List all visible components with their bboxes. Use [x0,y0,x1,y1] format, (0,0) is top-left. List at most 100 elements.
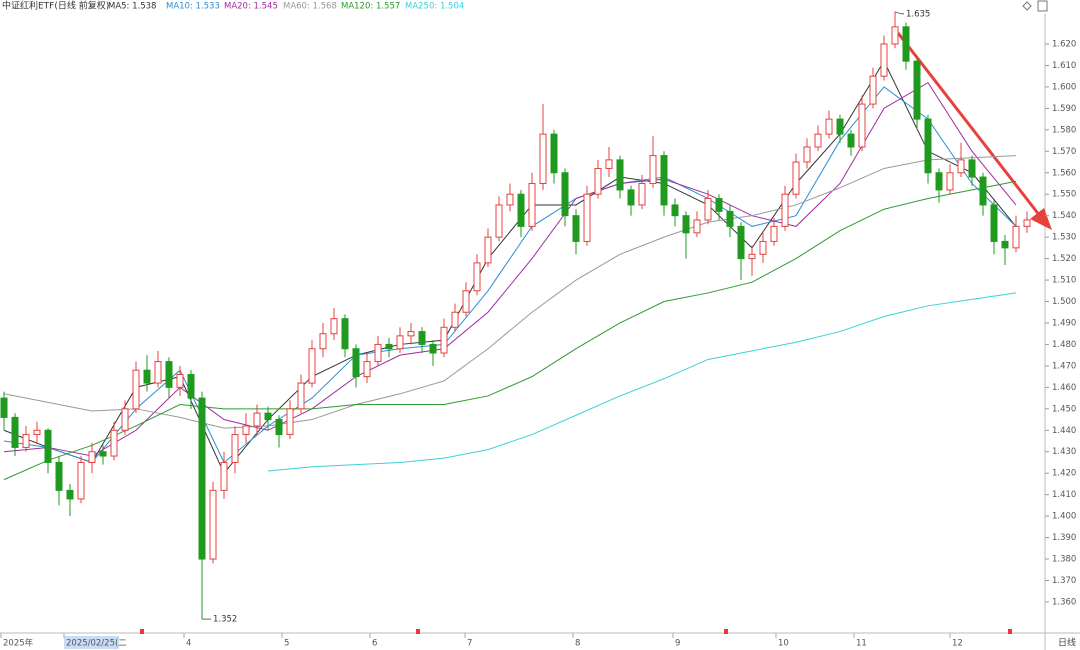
y-tick-label: 1.600 [1052,82,1076,92]
candle-body [132,369,140,410]
x-tick-label: 10 [778,639,789,649]
ma-lines [3,60,1017,481]
candle-body [165,361,173,388]
y-tick-label: 1.490 [1052,318,1076,328]
candle-body [869,75,877,105]
candle-body [363,361,371,378]
candle-body [88,451,96,463]
window-icon[interactable] [1037,0,1048,12]
candle-body [198,397,206,560]
candle-body [77,461,85,500]
legend-entry: MA60: 1.568 [283,2,337,12]
candle-body [583,193,591,242]
candle-body [231,434,239,463]
legend-entry: MA10: 1.533 [166,2,220,12]
candle-body [528,182,536,227]
candle-body [22,434,30,448]
toolbar[interactable] [1022,0,1048,12]
candle-body [110,429,118,457]
y-tick-label: 1.500 [1052,297,1076,307]
candle-body [385,343,393,350]
y-tick-label: 1.360 [1052,597,1076,607]
candle-body [286,408,294,436]
candle-body [946,172,954,191]
arrow-shaft [896,32,1042,217]
candle-body [11,416,19,448]
candle-body [242,425,250,436]
candle-body [759,240,767,255]
y-tick-label: 1.430 [1052,447,1076,457]
candle-body [737,225,745,260]
period-label: 日线 [1058,637,1076,649]
candle-body [341,318,349,350]
annotation: 1.635 [906,9,930,19]
y-tick-label: 1.480 [1052,340,1076,350]
candle-body [594,167,602,195]
candle-body [187,373,195,399]
date-highlight [64,636,119,649]
candle-body [902,26,910,62]
y-tick-label: 1.510 [1052,276,1076,286]
candle-body [429,343,437,354]
x-tick-label: 4 [186,639,191,649]
candle-body [957,159,965,174]
x-tick-label: 12 [952,639,963,649]
y-tick-label: 1.580 [1052,125,1076,135]
candle-body [220,461,228,491]
ma-line [3,86,1017,464]
candle-body [44,429,52,463]
candle-body [66,489,74,500]
candle-body [462,290,470,313]
x-tick-label: 11 [856,639,867,649]
candle-body [979,176,987,206]
candle-body [770,225,778,242]
ma-line [3,180,1017,481]
y-tick-label: 1.570 [1052,147,1076,157]
legend-entry: MA120: 1.557 [341,2,400,12]
legend-entry: MA250: 1.504 [405,2,464,12]
x-tick-label: 2025/02/25(二 [66,639,127,649]
legend-entry: MA5: 1.538 [108,2,156,12]
y-tick-label: 1.420 [1052,469,1076,479]
y-tick-label: 1.410 [1052,490,1076,500]
candle-body [858,103,866,148]
candle-body [891,26,899,45]
y-tick-label: 1.560 [1052,168,1076,178]
ma-line [3,155,1017,429]
candle-body [550,133,558,174]
candle-body [99,451,107,457]
dividend-marker [140,629,144,634]
candle-body [517,193,525,227]
candle-body [814,133,822,148]
candle-body [176,373,184,388]
x-tick-label: 8 [575,639,580,649]
x-tick-label: 7 [467,639,472,649]
candle-body [352,348,360,378]
candle-body [1012,225,1020,249]
diamond-icon[interactable] [1022,1,1032,11]
dividend-markers [140,629,1012,634]
candle-body [880,43,888,77]
candle-body [539,133,547,184]
y-tick-label: 1.610 [1052,61,1076,71]
candle-body [693,219,701,234]
candle-body [484,236,492,264]
x-tick-label: 5 [284,639,289,649]
candle-body [803,146,811,163]
ma-line [267,292,1017,472]
y-tick-label: 1.590 [1052,104,1076,114]
candle-body [913,60,921,120]
annotation-leader [894,11,904,15]
candle-body [847,133,855,148]
x-tick-label: 9 [675,639,680,649]
candle-body [275,419,283,436]
candle-body [33,429,41,436]
candle-body [297,382,305,410]
candle-body [253,412,261,427]
candle-body [792,161,800,195]
y-tick-label: 1.550 [1052,190,1076,200]
y-tick-label: 1.460 [1052,383,1076,393]
y-tick-label: 1.520 [1052,254,1076,264]
candle-body [616,159,624,191]
